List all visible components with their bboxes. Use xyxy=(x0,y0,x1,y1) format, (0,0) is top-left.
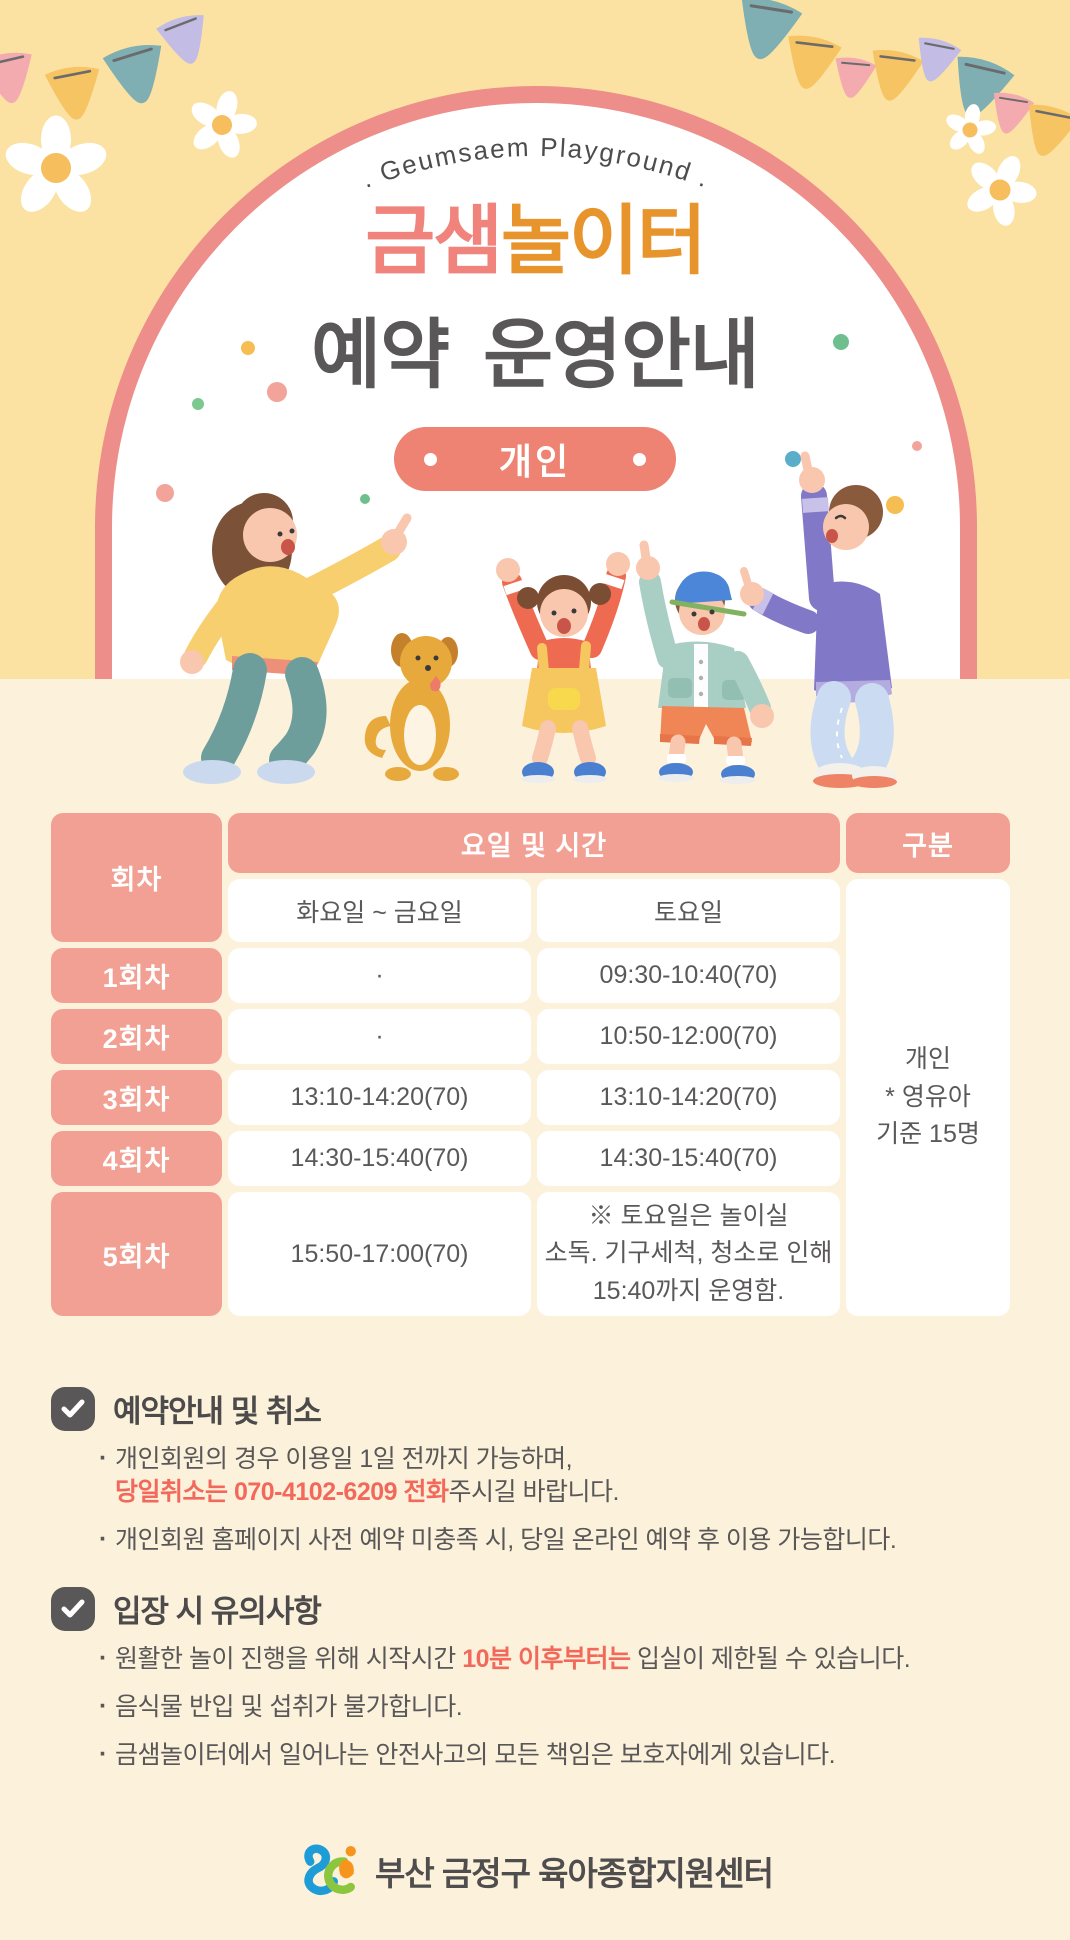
bullet-item: · 음식물 반입 및 섭취가 불가합니다. xyxy=(99,1691,1019,1724)
header-session: 회차 xyxy=(51,813,222,942)
bullet-text: 금샘놀이터에서 일어나는 안전사고의 모든 책임은 보호자에게 있습니다. xyxy=(115,1741,836,1769)
bullet-text: 개인회원의 경우 이용일 1일 전까지 가능하며, xyxy=(115,1445,573,1473)
bullet-marker: · xyxy=(99,1692,107,1720)
category-line: 개인 xyxy=(904,1045,951,1074)
bullet-text: 음식물 반입 및 섭취가 불가합니다. xyxy=(115,1693,463,1721)
row-session-label: 1회차 xyxy=(51,948,222,1003)
bullet-marker: · xyxy=(99,1644,107,1672)
bullet-item: · 개인회원의 경우 이용일 1일 전까지 가능하며, 당일취소는 070-4102… xyxy=(99,1443,1019,1509)
subheader-weekday: 화요일 ~ 금요일 xyxy=(228,879,531,942)
org-name: 부산 금정구 육아종합지원센터 xyxy=(374,1855,774,1892)
row-weekday-time: 14:30-15:40(70) xyxy=(228,1131,531,1186)
section-reservation: 예약안내 및 취소 · 개인회원의 경우 이용일 1일 전까지 가능하며, 당일취소… xyxy=(51,1386,1019,1572)
arc-label: . Geumsaem Playground . xyxy=(358,132,713,194)
row-saturday-time: 09:30-10:40(70) xyxy=(537,948,840,1003)
row-weekday-time: · xyxy=(228,948,531,1003)
row-session-label: 5회차 xyxy=(51,1192,222,1316)
time-accent-text: 10분 이후부터는 xyxy=(462,1645,631,1673)
category-line: * 영유아 xyxy=(885,1082,971,1111)
schedule-table: 회차 요일 및 시간 구분 화요일 ~ 금요일 토요일 개인 * 영유아 기준 … xyxy=(51,813,1010,1316)
category-badge: 개인 xyxy=(394,427,676,491)
section-title: 입장 시 유의사항 xyxy=(113,1594,322,1629)
header-category: 구분 xyxy=(846,813,1010,873)
subtitle: 예약 운영안내 xyxy=(311,313,760,398)
note-line: 15:40까지 운영함. xyxy=(592,1276,785,1305)
dad-figure xyxy=(740,451,897,788)
bullet-list: · 개인회원의 경우 이용일 1일 전까지 가능하며, 당일취소는 070-4102… xyxy=(51,1443,1019,1557)
category-line: 기준 15명 xyxy=(876,1120,980,1149)
family-illustration xyxy=(180,451,897,788)
row-session-label: 2회차 xyxy=(51,1009,222,1064)
section-entry: 입장 시 유의사항 · 원활한 놀이 진행을 위해 시작시간 10분 이후부터는 … xyxy=(51,1586,1019,1787)
row-saturday-time: 14:30-15:40(70) xyxy=(537,1131,840,1186)
bullet-item: · 금샘놀이터에서 일어나는 안전사고의 모든 책임은 보호자에게 있습니다. xyxy=(99,1739,1019,1772)
category-cell: 개인 * 영유아 기준 15명 xyxy=(846,879,1010,1316)
header-day-time: 요일 및 시간 xyxy=(228,813,840,873)
saturday-note-cell: ※ 토요일은 놀이실 소독. 기구세척, 청소로 인해 15:40까지 운영함. xyxy=(537,1192,840,1316)
subheader-saturday: 토요일 xyxy=(537,879,840,942)
bullet-text: 입실이 제한될 수 있습니다. xyxy=(630,1645,911,1673)
badge-dot-left xyxy=(424,453,437,466)
row-saturday-time: 10:50-12:00(70) xyxy=(537,1009,840,1064)
bullet-list: · 원활한 놀이 진행을 위해 시작시간 10분 이후부터는 입실이 제한될 수 … xyxy=(51,1643,1019,1772)
bullet-text: 개인회원 홈페이지 사전 예약 미충족 시, 당일 온라인 예약 후 이용 가능… xyxy=(115,1526,897,1554)
bullet-text: 주시길 바랍니다. xyxy=(448,1478,620,1506)
center-logo-icon xyxy=(304,1844,356,1896)
row-weekday-time: 15:50-17:00(70) xyxy=(228,1192,531,1316)
main-title: 금샘놀이터 xyxy=(0,198,1070,285)
dog-figure xyxy=(364,633,459,781)
bullet-marker: · xyxy=(99,1740,107,1768)
section-heading: 입장 시 유의사항 xyxy=(51,1586,1019,1631)
phone-accent-text: 당일취소는 070-4102-6209 전화 xyxy=(115,1478,449,1506)
check-icon xyxy=(51,1586,95,1631)
mom-figure xyxy=(180,493,412,784)
boy-figure xyxy=(636,540,774,784)
title-rest: 놀이터 xyxy=(501,199,707,284)
bullet-item: · 원활한 놀이 진행을 위해 시작시간 10분 이후부터는 입실이 제한될 수 … xyxy=(99,1643,1019,1676)
note-line: ※ 토요일은 놀이실 xyxy=(588,1201,789,1230)
row-saturday-time: 13:10-14:20(70) xyxy=(537,1070,840,1125)
badge-label: 개인 xyxy=(498,441,572,482)
row-weekday-time: 13:10-14:20(70) xyxy=(228,1070,531,1125)
bullet-item: · 개인회원 홈페이지 사전 예약 미충족 시, 당일 온라인 예약 후 이용 가… xyxy=(99,1524,1019,1557)
bullet-marker: · xyxy=(99,1444,107,1472)
row-weekday-time: · xyxy=(228,1009,531,1064)
svg-text:. Geumsaem Playground .: . Geumsaem Playground . xyxy=(358,132,715,194)
footer: 부산 금정구 육아종합지원센터 xyxy=(0,1842,1070,1900)
bullet-text: 원활한 놀이 진행을 위해 시작시간 xyxy=(115,1645,463,1673)
note-line: 소독. 기구세척, 청소로 인해 xyxy=(544,1239,833,1268)
row-session-label: 4회차 xyxy=(51,1131,222,1186)
row-session-label: 3회차 xyxy=(51,1070,222,1125)
title-accent: 금샘 xyxy=(365,199,503,284)
badge-dot-right xyxy=(633,453,646,466)
girl-figure xyxy=(496,552,630,783)
section-title: 예약안내 및 취소 xyxy=(113,1394,322,1429)
arc-text: . Geumsaem Playground . xyxy=(358,132,715,194)
bullet-marker: · xyxy=(99,1525,107,1553)
check-icon xyxy=(51,1386,95,1431)
section-heading: 예약안내 및 취소 xyxy=(51,1386,1019,1431)
